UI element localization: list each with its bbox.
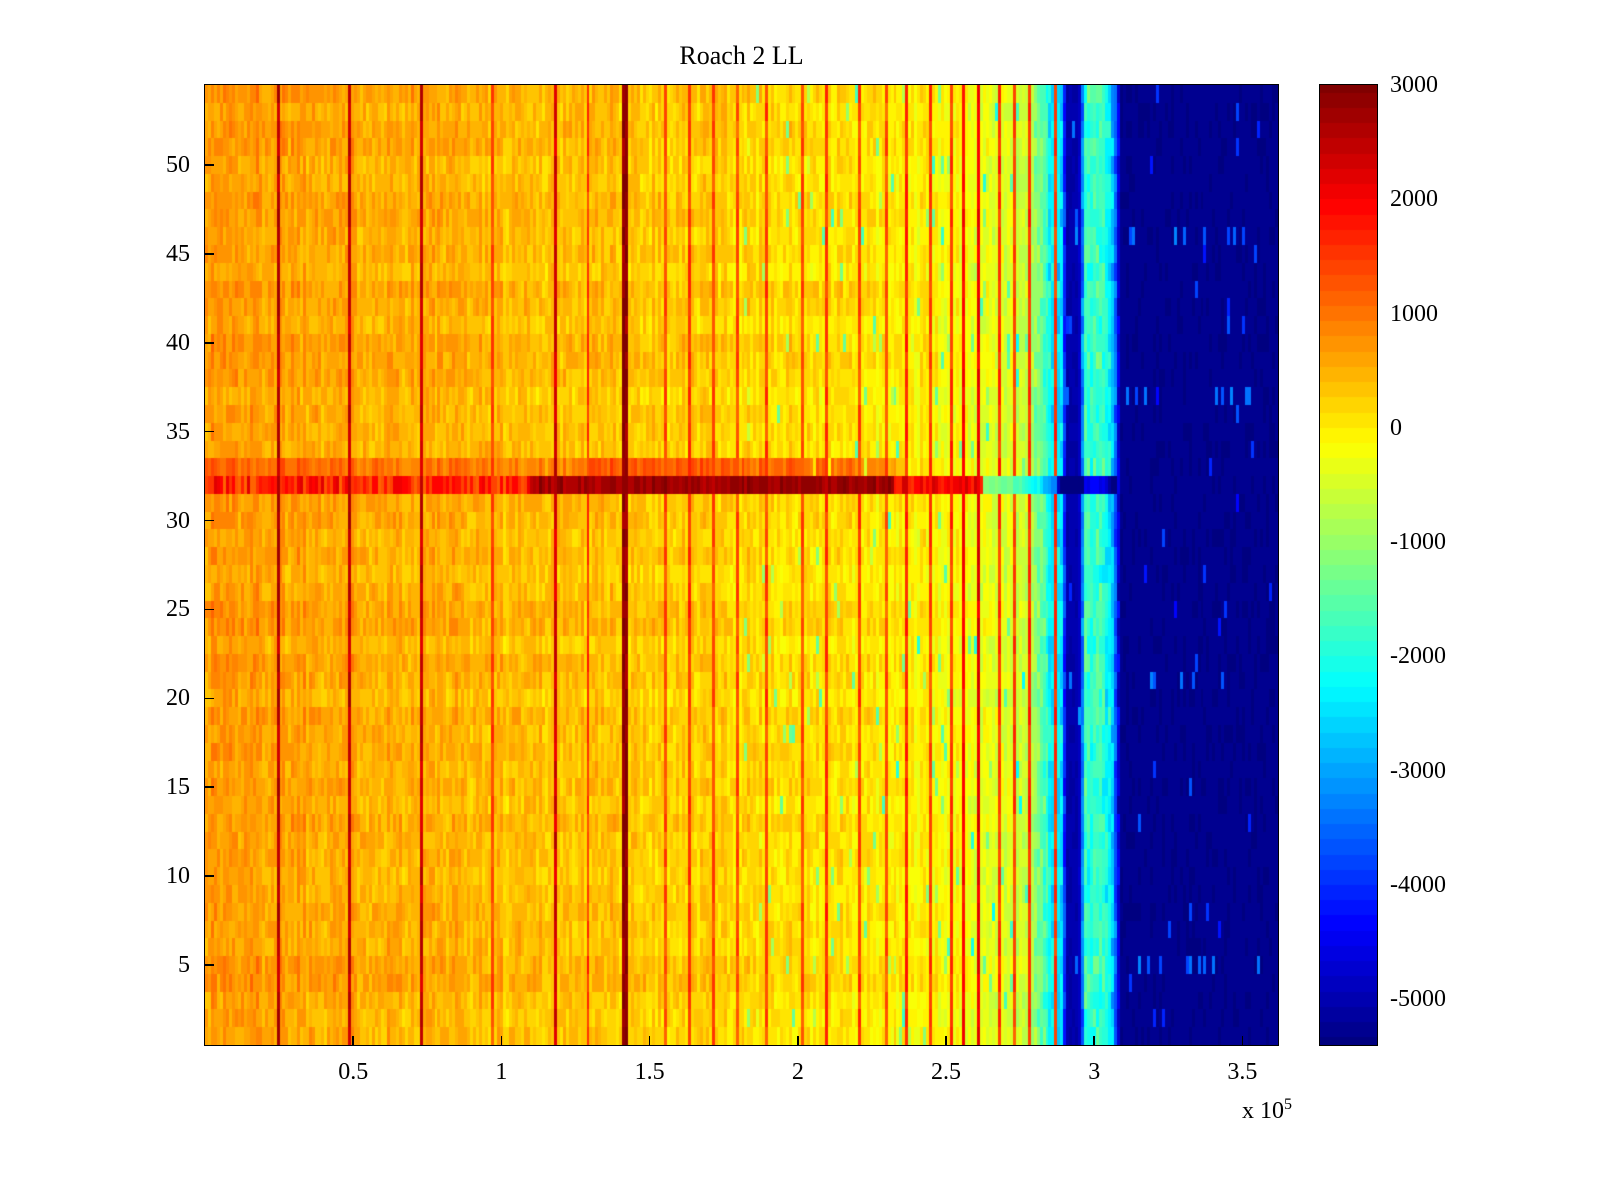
y-tick-label: 10 xyxy=(166,863,190,890)
x-tick-mark xyxy=(352,1036,354,1045)
colorbar-tick-label: 1000 xyxy=(1390,300,1438,327)
x-tick-label: 0.5 xyxy=(338,1059,369,1085)
heatmap-canvas xyxy=(205,85,1278,1045)
x-tick-mark xyxy=(1093,1036,1095,1045)
x-tick-mark xyxy=(797,1036,799,1045)
x-tick-label: 2 xyxy=(791,1059,804,1085)
y-tick-mark xyxy=(205,964,214,966)
y-tick-mark xyxy=(205,164,214,166)
y-tick-mark xyxy=(205,430,214,433)
y-tick-mark xyxy=(205,697,214,700)
x-scale-label: x 105 xyxy=(1100,1096,1292,1125)
y-tick-label: 15 xyxy=(166,774,190,801)
y-tick-mark xyxy=(205,875,214,877)
colorbar-tick-label: -4000 xyxy=(1390,872,1446,898)
x-tick-mark xyxy=(500,1036,503,1045)
x-tick-mark xyxy=(1241,1036,1244,1045)
y-tick-label: 45 xyxy=(166,240,190,267)
y-tick-label: 20 xyxy=(166,685,190,712)
x-tick-label: 2.5 xyxy=(931,1059,962,1085)
colorbar-tick-label: 3000 xyxy=(1390,72,1438,98)
x-tick-label: 1 xyxy=(495,1059,508,1085)
x-scale-exponent: 5 xyxy=(1284,1096,1292,1113)
x-scale-base: x 10 xyxy=(1242,1098,1284,1124)
colorbar-tick-label: -5000 xyxy=(1390,986,1446,1013)
y-tick-label: 35 xyxy=(166,418,190,445)
y-tick-mark xyxy=(205,786,214,788)
y-tick-label: 50 xyxy=(166,152,190,178)
colorbar-tick-label: 2000 xyxy=(1390,186,1438,213)
y-tick-mark xyxy=(205,519,214,522)
x-tick-label: 1.5 xyxy=(634,1059,665,1085)
y-tick-label: 5 xyxy=(178,952,190,978)
colorbar-canvas xyxy=(1320,85,1377,1045)
plot-title: Roach 2 LL xyxy=(679,41,804,70)
x-tick-label: 3 xyxy=(1088,1059,1101,1085)
colorbar-tick-label: -3000 xyxy=(1390,757,1446,784)
colorbar-tick-label: -1000 xyxy=(1390,529,1446,556)
x-tick-mark xyxy=(945,1036,947,1045)
colorbar-tick-label: -2000 xyxy=(1390,643,1446,670)
y-tick-label: 30 xyxy=(166,507,190,534)
y-tick-mark xyxy=(205,342,214,344)
y-tick-mark xyxy=(205,608,214,611)
x-tick-mark xyxy=(648,1036,651,1045)
y-tick-label: 40 xyxy=(166,329,190,356)
y-tick-label: 25 xyxy=(166,596,190,623)
y-tick-mark xyxy=(205,253,214,255)
colorbar-tick-label: 0 xyxy=(1390,414,1402,441)
x-tick-label: 3.5 xyxy=(1227,1059,1258,1085)
